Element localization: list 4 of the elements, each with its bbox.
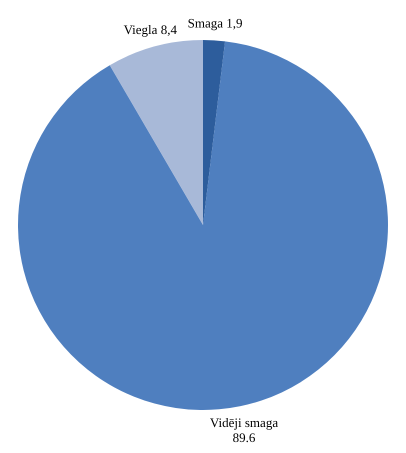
slice-label: Smaga 1,9	[188, 15, 243, 30]
slice-label: Viegla 8,4	[124, 22, 178, 38]
slice-label: Vidēji smaga	[210, 414, 278, 430]
data-label: 89.6	[232, 430, 256, 445]
